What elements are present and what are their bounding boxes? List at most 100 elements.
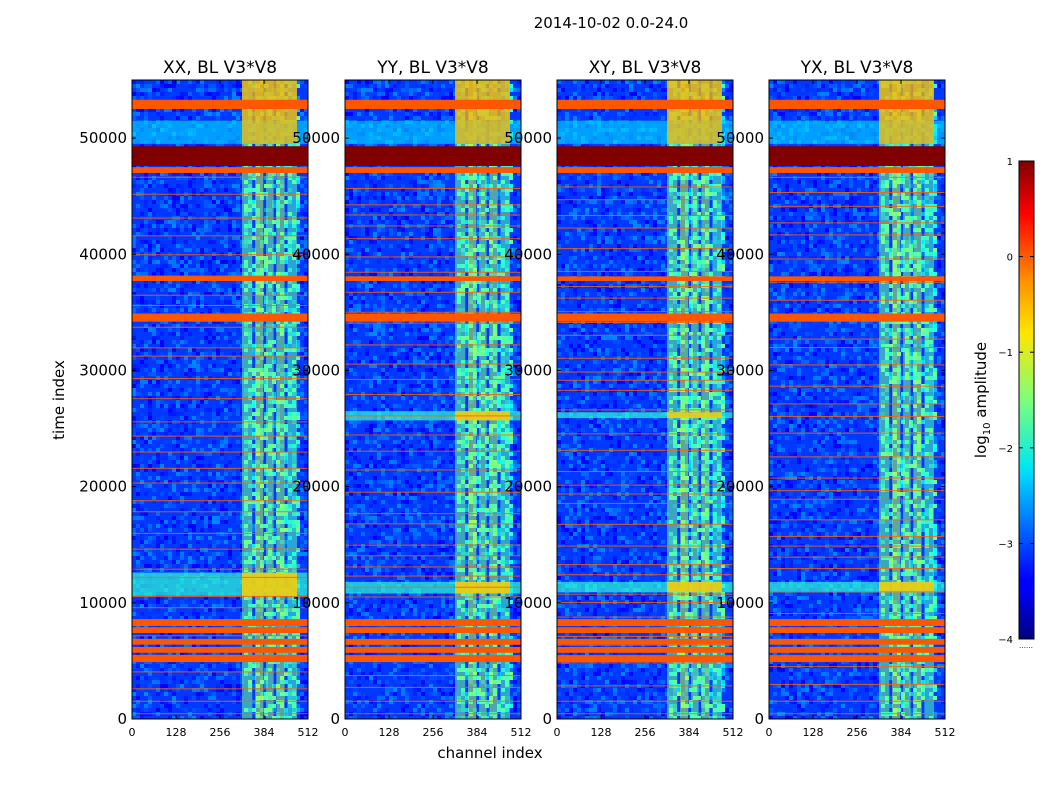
flag-line: [769, 535, 945, 537]
flagged-band: [557, 313, 733, 322]
y-tick-label: 40000: [504, 245, 552, 263]
x-tick-label: 0: [342, 726, 349, 739]
rfi-stripe: [924, 80, 934, 719]
panels-group: XX, BL V3*V8 0 128 256 384 512 0 10000 20000 3000…: [79, 58, 955, 739]
flag-line: [769, 477, 945, 479]
flag-line: [345, 700, 521, 702]
y-tick-label: 40000: [716, 245, 764, 263]
flag-line: [769, 364, 945, 366]
flag-line: [345, 513, 521, 515]
flagged-band: [769, 655, 945, 663]
flag-line: [132, 217, 308, 219]
flag-line: [132, 568, 308, 570]
flag-line: [345, 523, 521, 525]
flag-line: [132, 532, 308, 534]
flag-line: [132, 576, 308, 578]
panel-title: YY, BL V3*V8: [376, 58, 489, 78]
flag-line: [557, 713, 733, 715]
flag-line: [557, 635, 733, 637]
flagged-band: [345, 276, 521, 281]
saturated-band: [769, 146, 945, 166]
flag-line: [769, 385, 945, 387]
y-tick-label: 0: [542, 710, 552, 728]
flag-line: [557, 493, 733, 495]
flag-line: [345, 713, 521, 715]
x-tick-label: 256: [635, 726, 656, 739]
flag-line: [557, 248, 733, 250]
flag-line: [345, 271, 521, 273]
flag-line: [345, 575, 521, 577]
flagged-band: [132, 167, 308, 173]
flag-line: [345, 450, 521, 452]
enhanced-band-rfi: [667, 412, 722, 419]
colorbar-tick-label: 0: [1007, 253, 1013, 264]
flagged-band: [345, 655, 521, 663]
flag-line: [769, 299, 945, 301]
flagged-band: [345, 627, 521, 634]
colorbar-label: log10 amplitude: [972, 342, 993, 458]
colorbar-gradient: [1018, 160, 1035, 640]
flag-line: [132, 467, 308, 469]
colorbar-tick-label: −1: [998, 348, 1013, 359]
flag-line: [769, 347, 945, 349]
flag-line: [557, 593, 733, 595]
x-tick-label: 256: [210, 726, 231, 739]
flag-line: [345, 566, 521, 568]
rfi-stripe: [903, 80, 911, 719]
enhanced-band: [557, 412, 733, 419]
flag-line: [557, 379, 733, 381]
flag-line: [557, 357, 733, 359]
flag-line: [345, 491, 521, 493]
flagged-band: [132, 646, 308, 653]
x-tick-label: 384: [467, 726, 488, 739]
flag-line: [557, 484, 733, 486]
flag-line: [557, 297, 733, 299]
flag-line: [557, 616, 733, 618]
flag-line: [132, 511, 308, 513]
flagged-band: [132, 655, 308, 663]
flagged-band: [557, 638, 733, 645]
rfi-stripe: [500, 80, 510, 719]
flag-line: [557, 662, 733, 664]
flag-line: [345, 555, 521, 557]
flagged-band: [132, 627, 308, 634]
rfi-stripe: [667, 80, 678, 719]
x-tick-label: 0: [766, 726, 773, 739]
flag-line: [557, 523, 733, 525]
colorbar-tick-label: −4: [998, 635, 1013, 646]
flag-line: [557, 270, 733, 272]
flag-line: [132, 294, 308, 296]
flagged-band: [769, 619, 945, 627]
y-tick-label: 50000: [504, 129, 552, 147]
flag-line: [769, 176, 945, 178]
y-tick-label: 10000: [504, 594, 552, 612]
enhanced-band: [769, 581, 945, 593]
flag-line: [132, 355, 308, 357]
rfi-stripe: [892, 80, 901, 719]
flagged-band: [132, 638, 308, 645]
flag-line: [557, 471, 733, 473]
rfi-stripe: [879, 80, 890, 719]
y-tick-label: 50000: [79, 129, 127, 147]
flag-line: [557, 502, 733, 504]
flag-line: [769, 191, 945, 193]
flag-line: [769, 612, 945, 614]
enhanced-band-rfi: [879, 581, 934, 593]
y-axis-label: time index: [50, 360, 68, 440]
flag-line: [557, 644, 733, 646]
flag-line: [557, 321, 733, 323]
x-axis-label: channel index: [437, 744, 542, 762]
flag-line: [557, 214, 733, 216]
flag-line: [769, 683, 945, 685]
flag-line: [132, 235, 308, 237]
x-tick-label: 384: [891, 726, 912, 739]
flag-line: [557, 371, 733, 373]
flag-line: [345, 187, 521, 189]
flag-line: [769, 258, 945, 260]
flagged-band: [557, 627, 733, 634]
flag-line: [769, 456, 945, 458]
flag-line: [769, 415, 945, 417]
flag-line: [557, 409, 733, 411]
heatmap-image: [557, 80, 733, 719]
y-tick-label: 20000: [504, 478, 552, 496]
